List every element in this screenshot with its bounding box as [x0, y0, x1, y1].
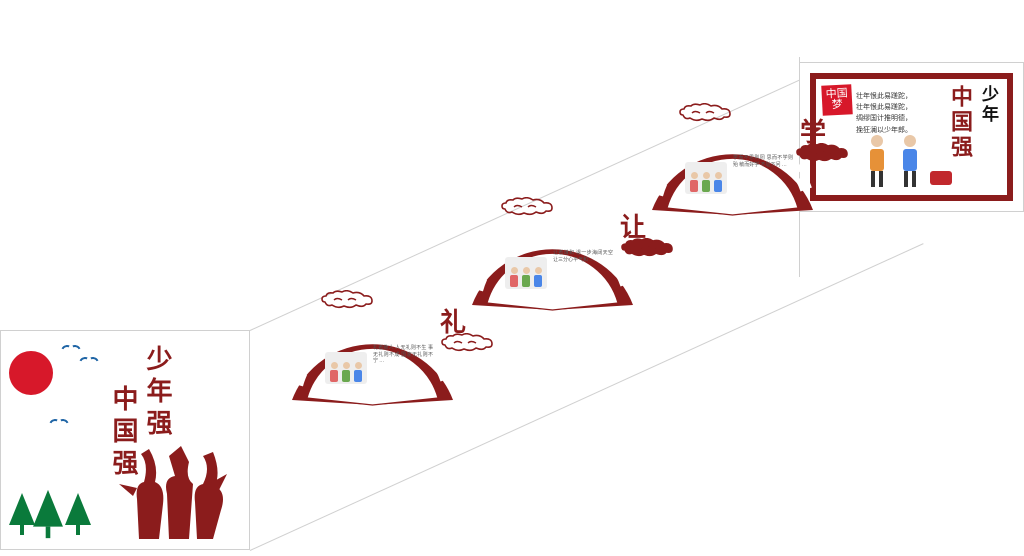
auspicious-cloud-icon — [620, 238, 675, 258]
youth-silhouette-icon — [119, 444, 229, 539]
fan-body-text: 让者谦和 退一步海阔天空 让三分心平气和 … — [553, 251, 613, 264]
sun-icon — [9, 351, 53, 395]
bird-icon — [63, 349, 77, 353]
fan-plaque — [465, 215, 640, 315]
slogan-line-1: 少年强 — [139, 345, 176, 441]
fan-illustration — [325, 352, 367, 384]
left-panel: 少年强 中国强 — [0, 330, 250, 550]
tree-icon — [9, 493, 35, 535]
auspicious-cloud-icon — [500, 197, 555, 217]
bird-icon — [81, 361, 95, 365]
fan-illustration — [685, 162, 727, 194]
auspicious-cloud-icon — [320, 290, 375, 310]
fan-body-text: 礼者敬人 人无礼则不生 事无礼则不成 国家无礼则不宁 … — [373, 346, 433, 366]
fan-body-text: 学而不思则罔 思而不学则殆 敏而好学 不耻下问 … — [733, 156, 793, 169]
tree-icon — [65, 493, 91, 535]
auspicious-cloud-icon — [678, 103, 733, 123]
stair-panel: 礼礼者敬人 人无礼则不生 事无礼则不成 国家无礼则不宁 … 让让者谦和 退一步海… — [250, 0, 1000, 550]
auspicious-cloud-icon — [440, 333, 495, 353]
auspicious-cloud-icon — [795, 143, 850, 163]
tree-icon — [33, 490, 63, 538]
bird-icon — [51, 423, 65, 427]
fan-plaque — [645, 120, 820, 220]
fan-illustration — [505, 257, 547, 289]
